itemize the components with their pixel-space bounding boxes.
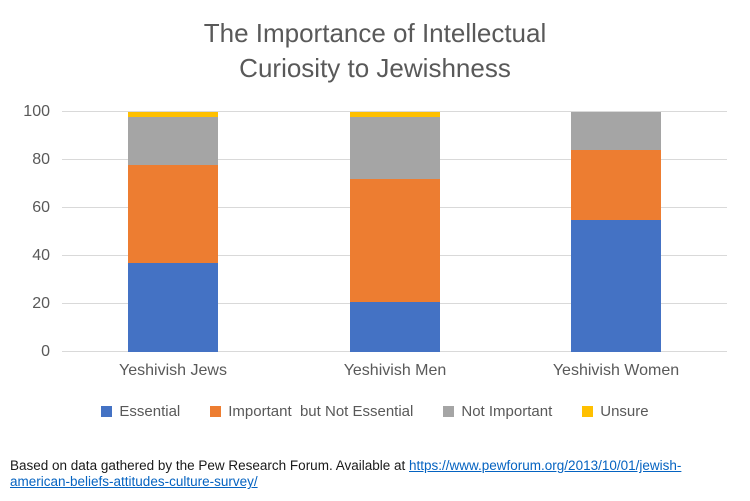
bar-segment-not-important [128, 116, 218, 165]
legend-item-unsure: Unsure [582, 403, 649, 420]
bar-segment-essential [350, 301, 440, 352]
x-axis-label-yeshivish-jews: Yeshivish Jews [119, 362, 227, 379]
bar-segment-not-important [571, 112, 661, 151]
chart-title: The Importance of Intellectual Curiosity… [0, 16, 750, 86]
bar-segment-not-important [350, 116, 440, 180]
source-link-line1: https://www.pewforum.org/2013/10/01/jewi… [409, 458, 682, 473]
y-tick-label-80: 80 [32, 151, 50, 168]
legend-swatch-icon [101, 406, 113, 417]
y-tick-label-20: 20 [32, 295, 50, 312]
bar-segment-essential [571, 220, 661, 352]
legend-label: Important but Not Essential [228, 403, 414, 420]
legend-swatch-icon [210, 406, 222, 417]
x-axis-label-yeshivish-women: Yeshivish Women [552, 362, 680, 379]
y-tick-label-100: 100 [23, 103, 50, 120]
chart-title-line1: The Importance of Intellectual [203, 18, 547, 48]
bar-segment-essential [128, 263, 218, 352]
chart-legend: Essential Important but Not Essential Not … [0, 403, 750, 420]
source-note-text: Based on data gathered by the Pew Resear… [10, 458, 409, 473]
gridline-y100 [62, 111, 727, 112]
legend-label: Essential [119, 403, 181, 420]
source-link[interactable]: https://www.pewforum.org/2013/10/01/jewi… [10, 458, 681, 489]
bar-yeshivish-jews [128, 112, 218, 352]
legend-swatch-icon [582, 406, 594, 417]
y-tick-label-60: 60 [32, 199, 50, 216]
bar-yeshivish-men [350, 112, 440, 352]
bar-yeshivish-women [571, 112, 661, 352]
bar-segment-important-but-not-essential [571, 150, 661, 220]
legend-item-essential: Essential [101, 403, 180, 420]
y-tick-label-0: 0 [41, 343, 50, 360]
legend-label: Not Important [461, 403, 553, 420]
bar-segment-important-but-not-essential [128, 164, 218, 264]
legend-item-not-important: Not Important [443, 403, 552, 420]
source-link-line2: american-beliefs-attitudes-culture-surve… [10, 474, 258, 489]
bar-segment-important-but-not-essential [350, 179, 440, 302]
bar-segment-unsure [350, 112, 440, 117]
source-note: Based on data gathered by the Pew Resear… [10, 458, 746, 490]
bar-segment-unsure [128, 112, 218, 117]
y-tick-label-40: 40 [32, 247, 50, 264]
legend-label: Unsure [600, 403, 649, 420]
x-axis-label-yeshivish-men: Yeshivish Men [343, 362, 447, 379]
chart-title-line2: Curiosity to Jewishness [239, 53, 511, 83]
legend-item-important-but-not-essential: Important but Not Essential [210, 403, 413, 420]
legend-swatch-icon [443, 406, 455, 417]
